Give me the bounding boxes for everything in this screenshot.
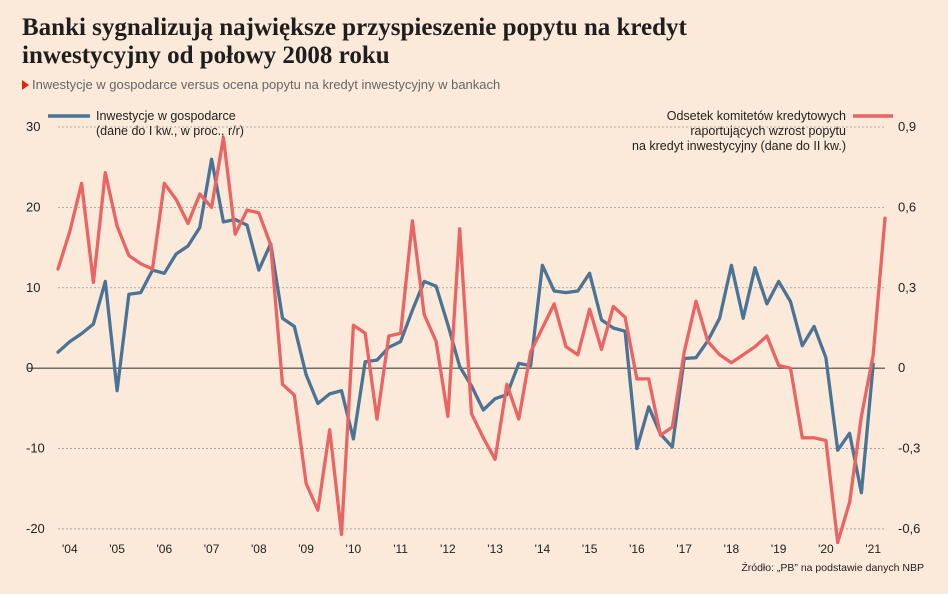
credit-demand-series-line [56, 136, 887, 545]
chart-subtitle: Inwestycje w gospodarce versus ocena pop… [22, 77, 500, 92]
legend-label-credit: raportujących wzrost popytu [690, 124, 846, 138]
x-tick-label: '19 [771, 542, 787, 556]
right-tick-label: -0,3 [898, 441, 920, 456]
left-tick-label: 0 [26, 360, 33, 375]
x-tick-label: '04 [62, 542, 78, 556]
legend-label-credit: na kredyt inwestycyjny (dane do II kw.) [632, 139, 846, 153]
right-tick-label: 0,6 [898, 199, 916, 214]
x-tick-label: '11 [393, 542, 408, 556]
x-tick-label: '16 [629, 542, 645, 556]
investment-series-line [56, 157, 875, 495]
right-tick-label: -0,6 [898, 521, 920, 536]
x-tick-label: '13 [487, 542, 503, 556]
x-tick-label: '15 [582, 542, 598, 556]
x-tick-label: '21 [865, 542, 881, 556]
x-tick-label: '08 [251, 542, 267, 556]
x-tick-label: '07 [204, 542, 220, 556]
left-tick-label: 10 [26, 280, 40, 295]
legend-label-credit: Odsetek komitetów kredytowych [667, 109, 846, 123]
x-tick-label: '06 [157, 542, 173, 556]
legend-label-investment: Inwestycje w gospodarce [96, 109, 236, 123]
right-tick-label: 0,3 [898, 280, 916, 295]
left-tick-label: -20 [26, 521, 45, 536]
left-tick-label: -10 [26, 441, 45, 456]
x-tick-label: '18 [724, 542, 740, 556]
x-tick-label: '10 [346, 542, 362, 556]
x-tick-label: '20 [818, 542, 834, 556]
red-triangle-icon [22, 80, 29, 90]
source-note: Źródło: „PB” na podstawie danych NBP [741, 562, 924, 574]
right-tick-label: 0 [898, 360, 905, 375]
left-tick-label: 20 [26, 199, 40, 214]
x-tick-label: '09 [298, 542, 314, 556]
x-tick-label: '14 [535, 542, 551, 556]
chart-title: Banki sygnalizują największe przyspiesze… [22, 14, 687, 69]
chart-subtitle-text: Inwestycje w gospodarce versus ocena pop… [32, 77, 501, 92]
left-tick-label: 30 [26, 119, 40, 134]
right-tick-label: 0,9 [898, 119, 916, 134]
x-tick-label: '17 [676, 542, 692, 556]
legend-label-investment: (dane do I kw., w proc., r/r) [96, 124, 244, 138]
x-tick-label: '05 [109, 542, 125, 556]
x-tick-label: '12 [440, 542, 456, 556]
